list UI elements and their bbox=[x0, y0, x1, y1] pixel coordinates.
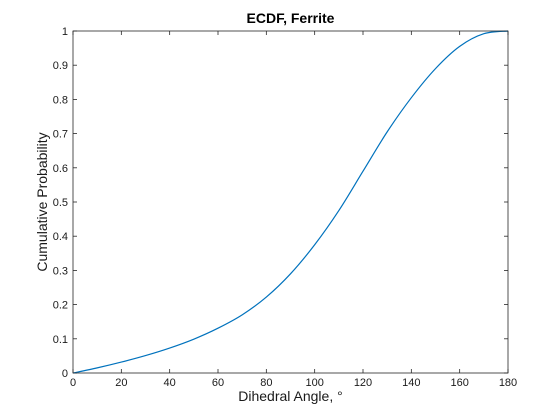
y-tick-label: 0.5 bbox=[53, 197, 68, 209]
x-tick-label: 180 bbox=[499, 377, 517, 389]
plot-area bbox=[73, 31, 508, 373]
y-axis-label: Cumulative Probability bbox=[34, 132, 50, 271]
x-tick-label: 60 bbox=[212, 377, 224, 389]
y-tick-label: 1 bbox=[62, 26, 68, 38]
x-tick-label: 0 bbox=[70, 377, 76, 389]
chart-title: ECDF, Ferrite bbox=[247, 10, 335, 26]
x-tick-label: 120 bbox=[354, 377, 372, 389]
y-tick-label: 0.2 bbox=[53, 300, 68, 312]
y-tick-label: 0.3 bbox=[53, 265, 68, 277]
y-tick-label: 0.7 bbox=[53, 129, 68, 141]
x-tick-label: 140 bbox=[402, 377, 420, 389]
y-tick-label: 0.8 bbox=[53, 94, 68, 106]
x-tick-label: 20 bbox=[115, 377, 127, 389]
x-tick-label: 160 bbox=[450, 377, 468, 389]
y-tick-label: 0.9 bbox=[53, 60, 68, 72]
y-tick-label: 0.4 bbox=[53, 231, 68, 243]
x-tick-label: 40 bbox=[164, 377, 176, 389]
y-tick-label: 0 bbox=[62, 368, 68, 380]
y-tick-label: 0.1 bbox=[53, 334, 68, 346]
x-axis-label: Dihedral Angle, ° bbox=[238, 388, 342, 404]
y-tick-label: 0.6 bbox=[53, 163, 68, 175]
